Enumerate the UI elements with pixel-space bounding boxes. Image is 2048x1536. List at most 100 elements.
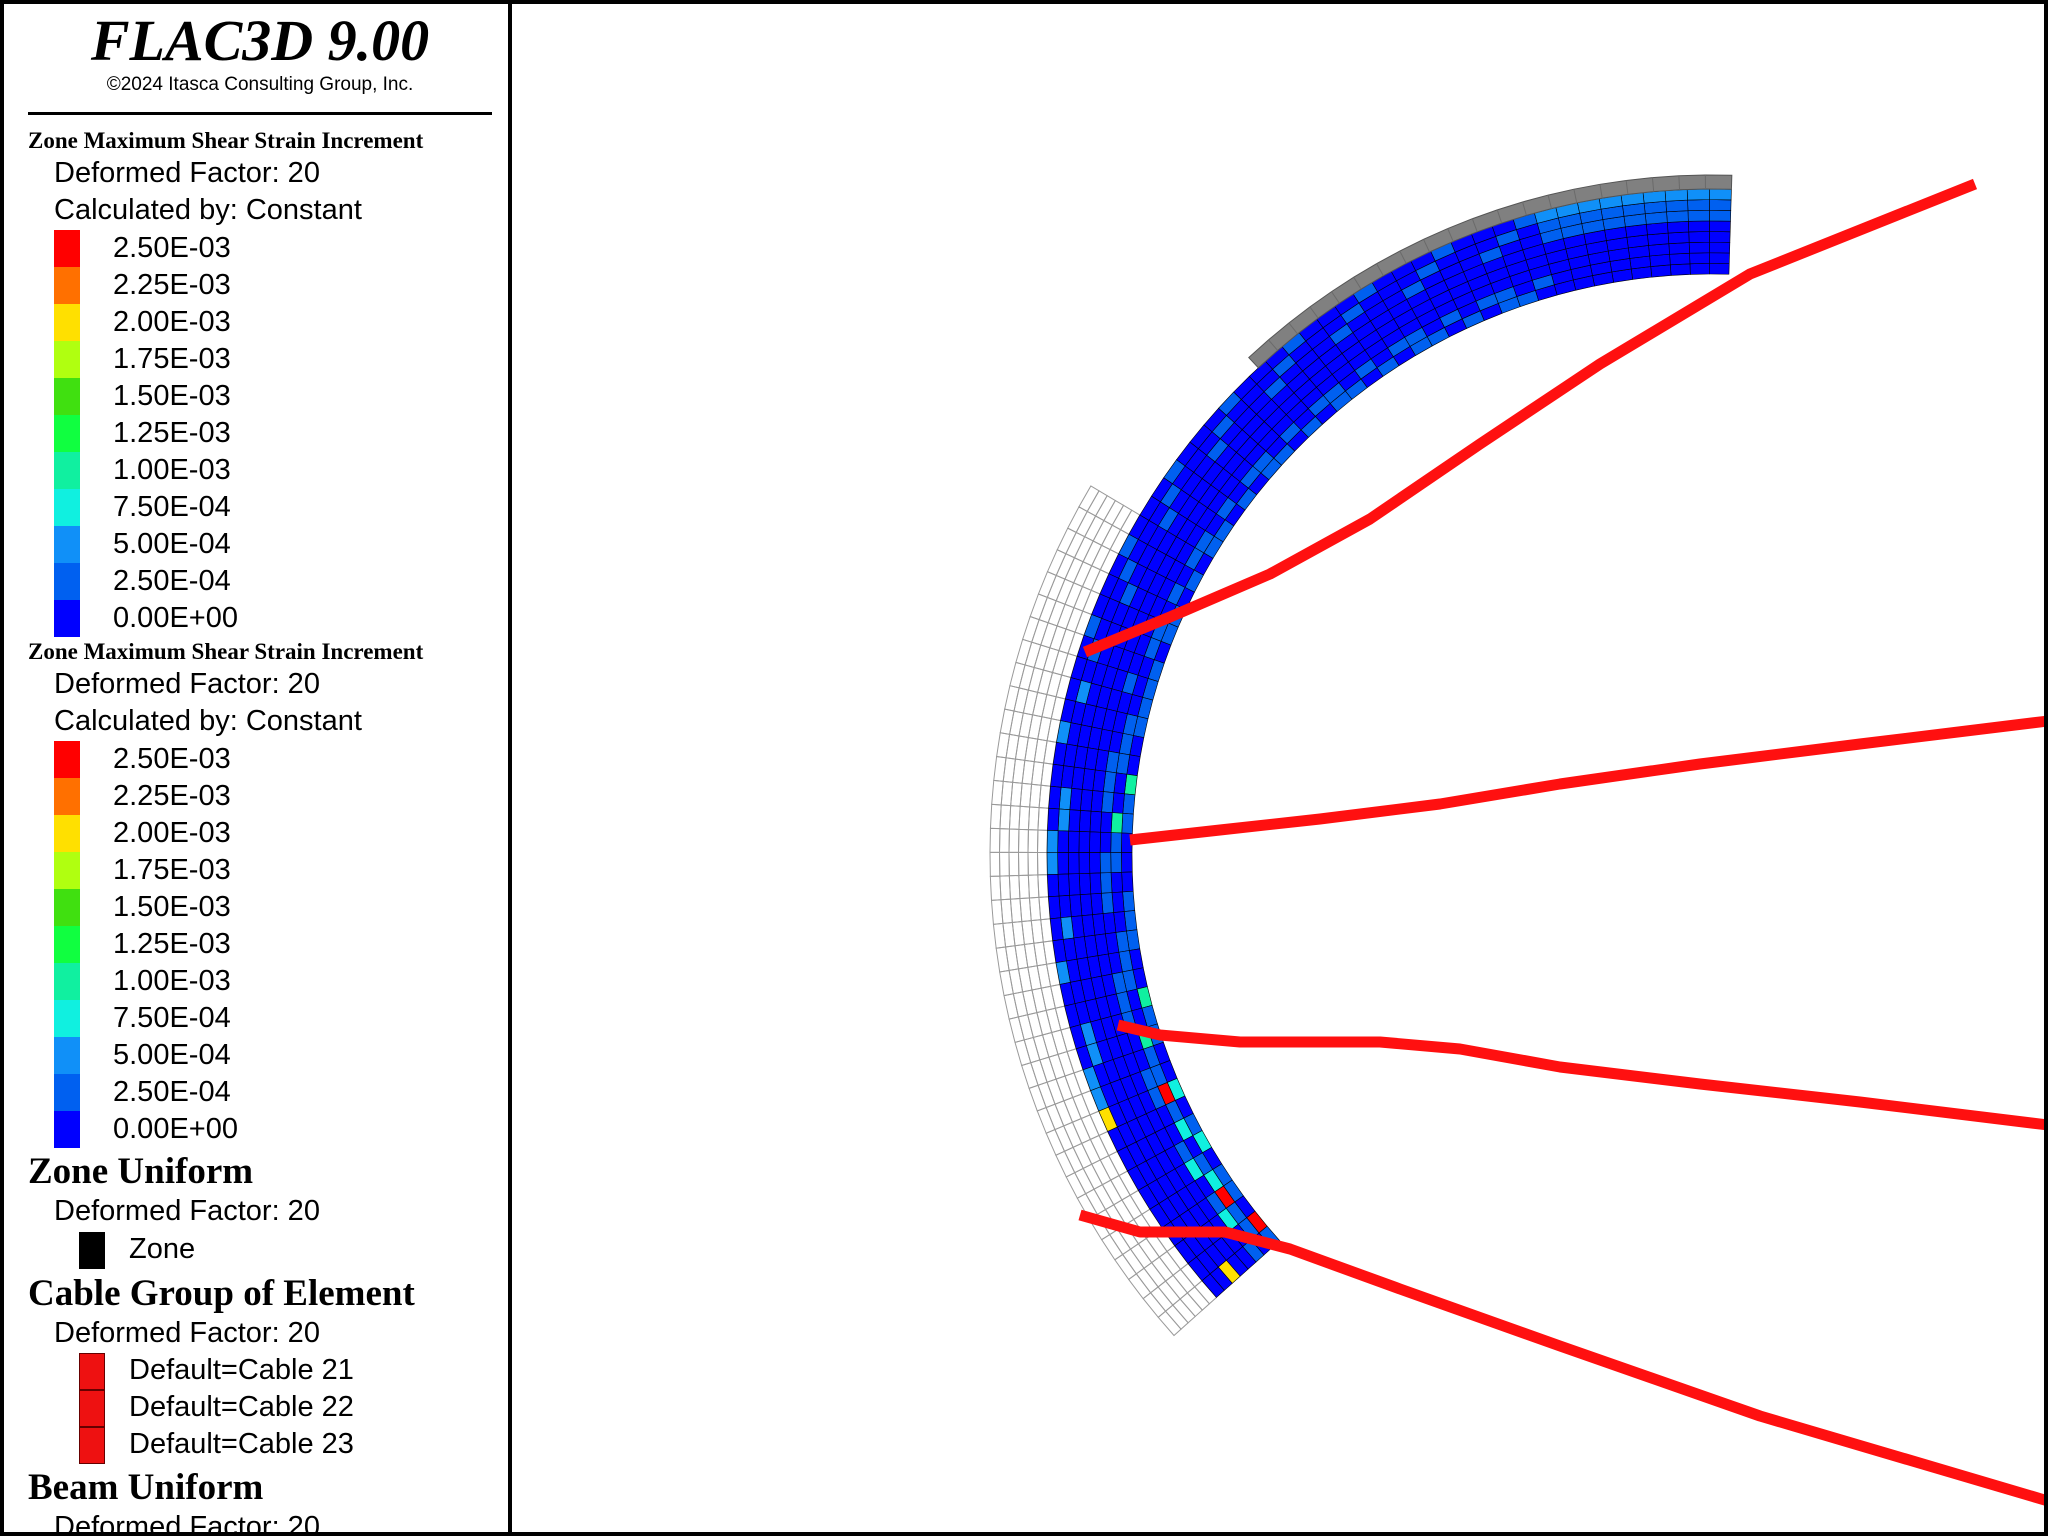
outer-grid-cell (1045, 1128, 1066, 1156)
beam-segment-joint (1547, 194, 1552, 209)
colorbar-2-label-5: 1.25E-03 (113, 928, 231, 960)
outer-grid-cell (1046, 549, 1067, 577)
lining-zone (1650, 264, 1672, 278)
outer-grid-cell (1157, 1310, 1182, 1337)
outer-grid-cell (1030, 1059, 1048, 1086)
outer-grid-cell (1018, 874, 1030, 900)
lining-zone (1057, 873, 1070, 897)
outer-grid-cell (1063, 1096, 1082, 1123)
lining-zone (1709, 263, 1730, 275)
outer-grid-cell (1065, 607, 1084, 633)
colorbar-2-swatch-2 (54, 815, 80, 852)
lining-zone (1090, 790, 1104, 813)
outer-grid-cell (992, 922, 1007, 949)
model-canvas[interactable] (512, 4, 2048, 1536)
strain-section-1-title: Zone Maximum Shear Strain Increment (28, 128, 424, 153)
lining-zone (1101, 892, 1114, 914)
lining-zone (1078, 852, 1091, 874)
outer-grid-cell (1074, 1167, 1095, 1195)
lining-zone (1667, 231, 1690, 244)
outer-grid-cell (1015, 638, 1033, 666)
beam-segment-joint (1447, 228, 1454, 242)
colorbar-2-swatch-0 (54, 741, 80, 778)
lining-zone (1110, 871, 1123, 893)
outer-grid-cell (1078, 485, 1100, 513)
outer-grid-cell (1046, 574, 1066, 602)
colorbar-2-swatch-5 (54, 926, 80, 963)
lining-zone (1121, 813, 1134, 834)
outer-grid-cell (1164, 1304, 1189, 1330)
colorbar-1-label-2: 2.00E-03 (113, 306, 231, 338)
outer-grid-cell (1057, 1050, 1075, 1077)
outer-grid-cell (989, 875, 1002, 901)
lining-zone (1121, 871, 1134, 893)
copyright: ©2024 Itasca Consulting Group, Inc. (106, 74, 414, 95)
beam-segment-joint (1331, 291, 1340, 304)
lining-zone (1101, 791, 1115, 813)
outer-grid-cell (1055, 578, 1075, 605)
beam-segment-joint (1288, 322, 1298, 335)
lining-zone (1201, 1273, 1225, 1298)
outer-grid-cell (1004, 685, 1020, 712)
lining-zone (1089, 872, 1102, 895)
lining-zone (1664, 189, 1688, 202)
colorbar-2-swatch-8 (54, 1037, 80, 1074)
zone-uniform-deformed: Deformed Factor: 20 (54, 1195, 320, 1227)
outer-grid-cell (1008, 1016, 1025, 1044)
colorbar-2-label-4: 1.50E-03 (113, 891, 231, 923)
outer-grid-cell (1081, 1138, 1101, 1165)
lining-zone (1709, 220, 1731, 233)
outer-grid-cell (1027, 806, 1040, 831)
lining-zone (1048, 895, 1062, 920)
outer-grid-cell (1082, 540, 1103, 567)
lining-zone (1067, 852, 1080, 875)
zone-label: Zone (129, 1233, 196, 1265)
lining-zone (1709, 231, 1731, 243)
cable-swatch-21 (79, 1353, 105, 1390)
lining-zone (1688, 220, 1710, 233)
beam-segment-joint (1522, 201, 1527, 216)
colorbar-2-swatch-4 (54, 889, 80, 926)
model-view[interactable] (512, 0, 2048, 1536)
colorbar-2-swatch-1 (54, 778, 80, 815)
outer-grid-cell (1055, 1075, 1074, 1102)
colorbar-1-swatch-9 (54, 563, 80, 600)
lining-zone (1111, 891, 1125, 913)
zone-uniform-title: Zone Uniform (28, 1151, 254, 1192)
outer-grid-cell (1091, 1159, 1112, 1186)
colorbar-1-swatch-0 (54, 230, 80, 267)
lining-zone (1669, 263, 1691, 276)
beam-segment-joint (1496, 209, 1503, 224)
outer-grid-cell (991, 779, 1004, 806)
outer-grid-cell (989, 803, 1002, 830)
colorbar-2-label-10: 0.00E+00 (113, 1113, 238, 1145)
outer-grid-cell (1067, 506, 1088, 534)
zone-swatch (79, 1232, 105, 1269)
lining-zone (1078, 810, 1092, 833)
outer-grid-cell (1021, 1062, 1039, 1089)
colorbar-1-label-1: 2.25E-03 (113, 269, 231, 301)
lining-zone (1049, 917, 1064, 942)
beam-segment-joint (1353, 276, 1362, 290)
colorbar-1-label-3: 1.75E-03 (113, 343, 231, 375)
lining-zone (1648, 243, 1670, 257)
outer-grid-cell (990, 899, 1004, 925)
outer-grid-cell (1014, 1039, 1032, 1067)
outer-grid-cell (1049, 625, 1067, 652)
lining-zone (1067, 830, 1080, 853)
cable-2 (1129, 715, 2044, 846)
outer-grid-cell (999, 969, 1014, 997)
lining-zone (1709, 241, 1731, 254)
outer-grid-cell (1064, 582, 1084, 609)
outer-grid-cell (1073, 585, 1092, 612)
lining-zone (1090, 892, 1104, 915)
lining-zone (1121, 852, 1133, 873)
outer-grid-cell (1027, 851, 1039, 876)
cable-group-title: Cable Group of Element (28, 1273, 415, 1314)
cable-4 (1078, 1209, 2044, 1506)
outer-grid-cell (1065, 1172, 1087, 1199)
outer-grid-cell (1017, 851, 1029, 877)
outer-grid-cell (1027, 874, 1040, 899)
lining-zone (1110, 852, 1122, 873)
lining-zone (1068, 873, 1081, 896)
